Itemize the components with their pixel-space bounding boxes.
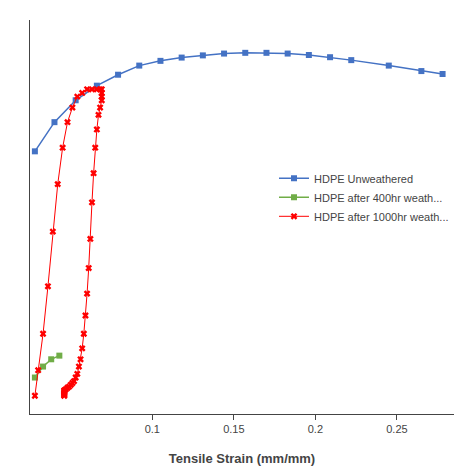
svg-text:0.1: 0.1 <box>145 423 160 435</box>
svg-text:HDPE after 1000hr weath...: HDPE after 1000hr weath... <box>314 211 449 223</box>
svg-text:0.2: 0.2 <box>308 423 323 435</box>
svg-text:HDPE Unweathered: HDPE Unweathered <box>314 173 413 185</box>
svg-text:HDPE after 400hr weath...: HDPE after 400hr weath... <box>314 192 442 204</box>
svg-text:0.15: 0.15 <box>223 423 244 435</box>
svg-text:Tensile Strain (mm/mm): Tensile Strain (mm/mm) <box>169 451 315 466</box>
svg-text:0.25: 0.25 <box>386 423 407 435</box>
